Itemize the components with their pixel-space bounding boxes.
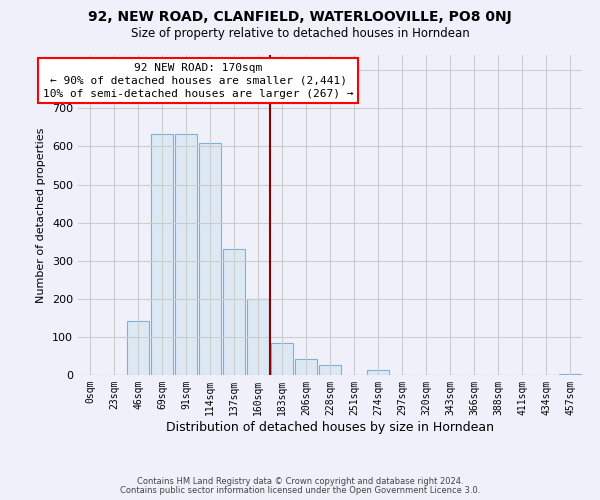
Text: Size of property relative to detached houses in Horndean: Size of property relative to detached ho… [131,28,469,40]
Bar [151,134,173,375]
Bar [295,358,317,375]
Text: 92, NEW ROAD, CLANFIELD, WATERLOOVILLE, PO8 0NJ: 92, NEW ROAD, CLANFIELD, WATERLOOVILLE, … [88,10,512,24]
Y-axis label: Number of detached properties: Number of detached properties [37,128,46,302]
Bar [367,370,389,375]
Bar [175,134,197,375]
Text: Contains public sector information licensed under the Open Government Licence 3.: Contains public sector information licen… [120,486,480,495]
X-axis label: Distribution of detached houses by size in Horndean: Distribution of detached houses by size … [166,420,494,434]
Bar [223,248,245,375]
Bar [271,343,293,375]
Bar [247,299,269,375]
Bar [199,144,221,375]
Bar [127,320,149,375]
Text: 92 NEW ROAD: 170sqm
← 90% of detached houses are smaller (2,441)
10% of semi-det: 92 NEW ROAD: 170sqm ← 90% of detached ho… [43,62,353,99]
Bar [319,364,341,375]
Bar [559,374,581,375]
Text: Contains HM Land Registry data © Crown copyright and database right 2024.: Contains HM Land Registry data © Crown c… [137,477,463,486]
